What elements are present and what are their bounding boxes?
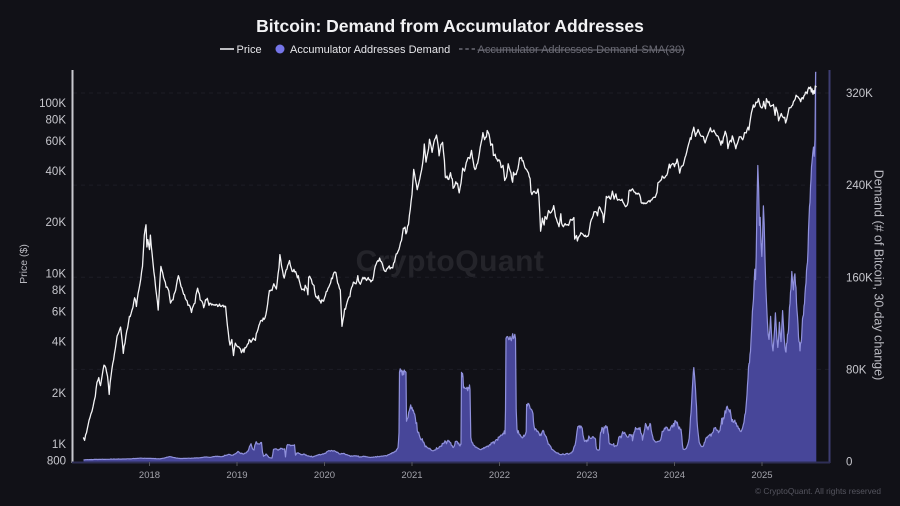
- svg-text:© CryptoQuant. All rights rese: © CryptoQuant. All rights reserved: [755, 486, 881, 496]
- svg-text:2018: 2018: [139, 470, 160, 481]
- svg-text:0: 0: [846, 457, 852, 469]
- svg-text:1K: 1K: [52, 439, 66, 451]
- svg-text:Price: Price: [237, 44, 262, 56]
- svg-text:800: 800: [47, 456, 66, 468]
- svg-text:40K: 40K: [46, 166, 67, 178]
- svg-text:Bitcoin: Demand from Accumulat: Bitcoin: Demand from Accumulator Address…: [256, 16, 644, 36]
- svg-text:8K: 8K: [52, 285, 66, 297]
- svg-text:100K: 100K: [39, 98, 66, 110]
- svg-text:80K: 80K: [846, 365, 867, 377]
- svg-text:2K: 2K: [52, 388, 66, 400]
- svg-text:60K: 60K: [46, 136, 67, 148]
- svg-text:4K: 4K: [52, 336, 66, 348]
- svg-text:320K: 320K: [846, 88, 873, 100]
- svg-text:20K: 20K: [46, 217, 67, 229]
- svg-text:Price ($): Price ($): [18, 244, 30, 284]
- svg-text:Demand (# of Bitcoin, 30-day c: Demand (# of Bitcoin, 30-day change): [872, 170, 886, 381]
- svg-text:160K: 160K: [846, 272, 873, 284]
- svg-text:CryptoQuant: CryptoQuant: [356, 245, 545, 278]
- svg-text:10K: 10K: [46, 269, 67, 281]
- svg-text:2021: 2021: [401, 470, 422, 481]
- svg-text:240K: 240K: [846, 180, 873, 192]
- svg-text:2019: 2019: [226, 470, 247, 481]
- svg-text:Accumulator Addresses Demand: Accumulator Addresses Demand: [290, 44, 450, 56]
- svg-text:2024: 2024: [664, 470, 685, 481]
- svg-text:2023: 2023: [576, 470, 597, 481]
- svg-text:6K: 6K: [52, 306, 66, 318]
- svg-text:2022: 2022: [489, 470, 510, 481]
- svg-text:Accumulator Addresses Demand-S: Accumulator Addresses Demand-SMA(30): [478, 44, 685, 56]
- svg-text:2020: 2020: [314, 470, 335, 481]
- svg-text:80K: 80K: [46, 115, 67, 127]
- svg-text:2025: 2025: [751, 470, 772, 481]
